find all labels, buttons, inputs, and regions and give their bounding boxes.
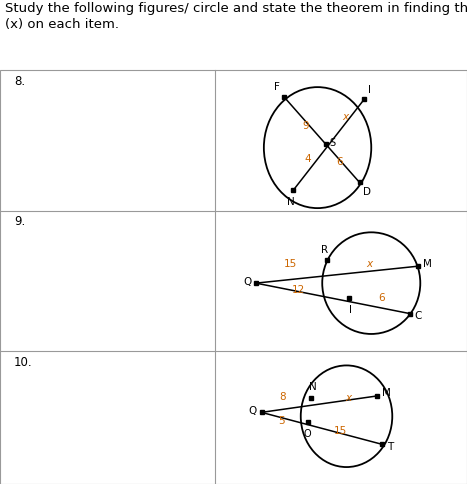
Text: N: N (309, 382, 317, 392)
Text: x: x (342, 112, 349, 122)
Text: R: R (321, 244, 328, 255)
Text: 10.: 10. (14, 356, 33, 369)
Text: 15: 15 (284, 259, 297, 269)
Text: Q: Q (248, 407, 257, 416)
Text: x: x (345, 393, 351, 403)
Text: 8.: 8. (14, 75, 25, 88)
Text: 8: 8 (280, 392, 286, 402)
Text: N: N (287, 197, 295, 207)
Text: 6: 6 (379, 293, 385, 302)
Text: 5: 5 (278, 416, 285, 426)
Text: 9: 9 (303, 121, 309, 131)
Text: 15: 15 (333, 426, 347, 436)
Text: M: M (423, 259, 432, 269)
Bar (0, 70, 467, 484)
Text: M: M (382, 389, 391, 398)
Text: T: T (387, 442, 393, 452)
Text: O: O (303, 429, 311, 439)
Text: I: I (349, 305, 352, 315)
Text: 6: 6 (337, 157, 343, 167)
Text: 9.: 9. (14, 215, 25, 228)
Text: Study the following figures/ circle and state the theorem in finding the segment: Study the following figures/ circle and … (5, 2, 467, 15)
Text: 12: 12 (291, 286, 304, 295)
Text: D: D (363, 187, 371, 197)
Text: (x) on each item.: (x) on each item. (5, 18, 119, 31)
Text: F: F (274, 82, 280, 92)
Text: Q: Q (243, 277, 251, 287)
Text: I: I (368, 85, 371, 95)
Text: S: S (329, 138, 335, 148)
Text: x: x (366, 259, 372, 269)
Text: 4: 4 (304, 154, 311, 164)
Text: C: C (415, 311, 422, 321)
